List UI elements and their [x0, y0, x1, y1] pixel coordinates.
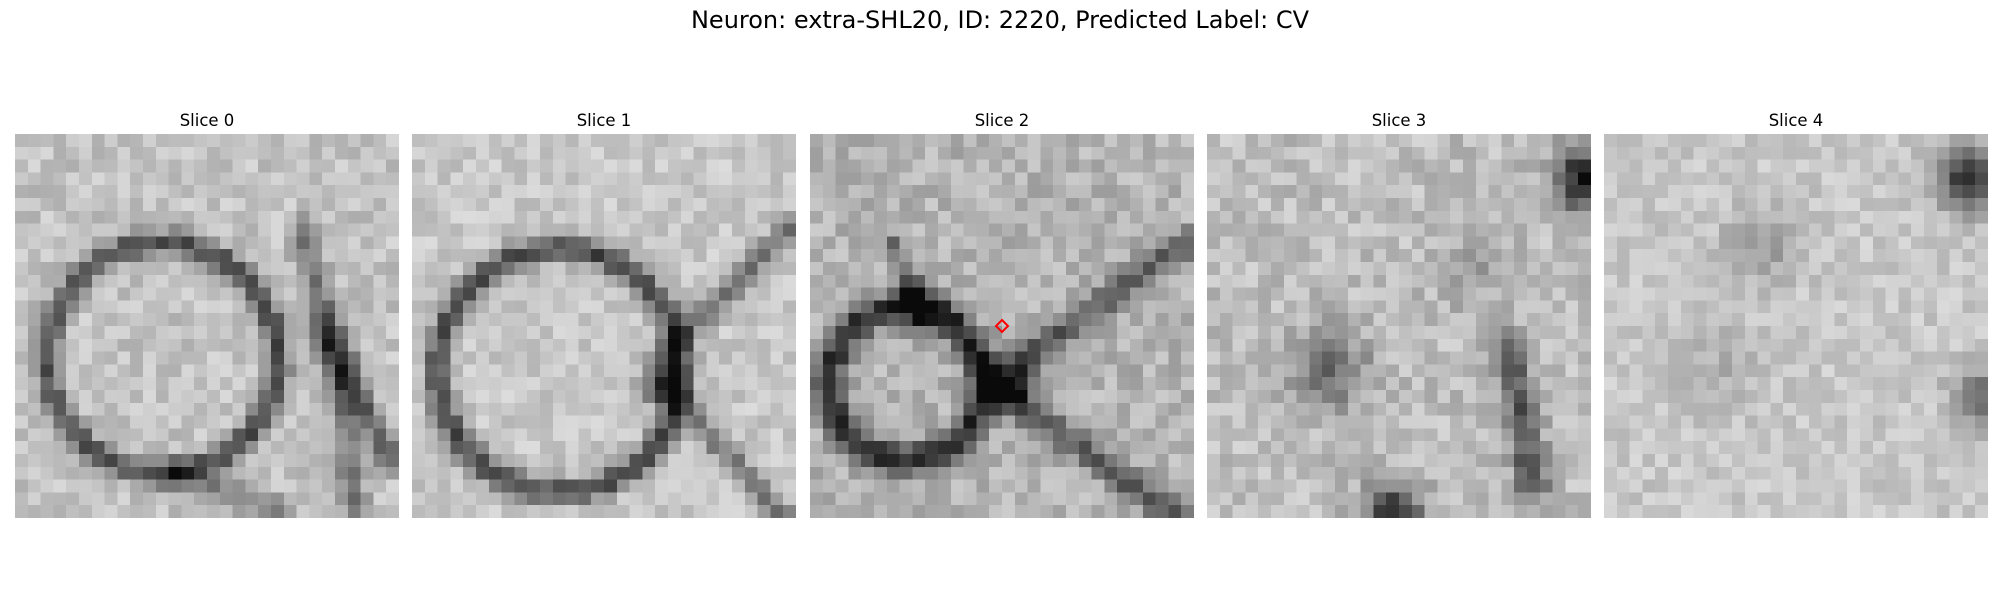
slice-image	[1207, 134, 1591, 518]
slice-panel-3: Slice 3	[1207, 109, 1591, 518]
slice-title: Slice 0	[179, 111, 235, 130]
slice-title: Slice 3	[1371, 111, 1427, 130]
slice-title: Slice 2	[974, 111, 1030, 130]
slice-image	[810, 134, 1194, 518]
slice-image	[1604, 134, 1988, 518]
diamond-marker-shape	[994, 318, 1010, 334]
slice-image	[15, 134, 399, 518]
slice-panel-1: Slice 1	[412, 109, 796, 518]
slice-panel-4: Slice 4	[1604, 109, 1988, 518]
slice-panel-0: Slice 0	[15, 109, 399, 518]
slice-title: Slice 4	[1768, 111, 1824, 130]
slice-image	[412, 134, 796, 518]
slice-panel-2: Slice 2	[810, 109, 1194, 518]
figure-title: Neuron: extra-SHL20, ID: 2220, Predicted…	[690, 6, 1310, 34]
slice-title: Slice 1	[576, 111, 632, 130]
seed-point-marker	[994, 318, 1010, 334]
